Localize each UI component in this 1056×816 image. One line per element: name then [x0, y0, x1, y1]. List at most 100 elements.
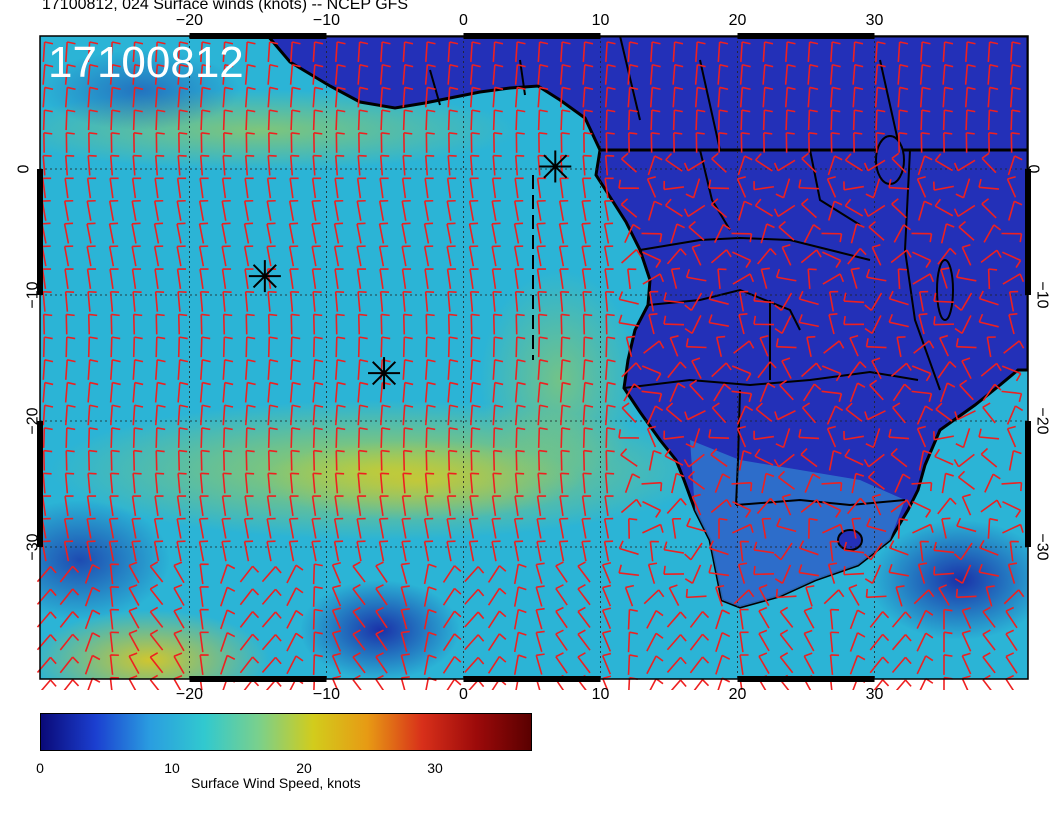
wind-barb — [221, 245, 231, 267]
wind-barb — [446, 517, 456, 539]
wind-barb — [604, 268, 614, 290]
wind-barb — [559, 404, 571, 426]
wind-barb — [555, 629, 568, 651]
wind-barb — [980, 447, 998, 468]
wind-barb — [918, 290, 929, 312]
wind-barb — [869, 656, 890, 674]
wind-barb — [289, 290, 300, 312]
wind-barb — [732, 523, 754, 534]
wind-barb — [154, 177, 164, 199]
wind-barb — [468, 222, 479, 244]
wind-barb — [222, 154, 232, 176]
wind-barb — [64, 359, 76, 380]
wind-barb — [379, 290, 390, 312]
wind-barb — [717, 109, 728, 131]
wind-barb — [446, 222, 456, 244]
wind-barb — [758, 584, 770, 606]
wind-barb — [447, 63, 459, 85]
wind-barb — [356, 540, 366, 562]
wind-barb — [803, 224, 821, 243]
wind-barb — [469, 154, 480, 176]
wind-barb — [1006, 176, 1017, 198]
wind-barb — [87, 381, 99, 403]
lon-tick-top-4: 20 — [728, 12, 747, 29]
wind-barb — [155, 427, 166, 448]
wind-barb — [154, 154, 165, 176]
wind-barb — [987, 517, 999, 539]
wind-barb — [149, 606, 164, 628]
wind-barb — [537, 381, 549, 403]
wind-barb — [648, 313, 658, 335]
wind-barb — [648, 290, 659, 312]
wind-barb — [865, 268, 887, 282]
wind-barb — [898, 132, 908, 153]
wind-barb — [356, 495, 367, 517]
wind-barb — [266, 222, 276, 244]
wind-barb — [200, 336, 211, 358]
wind-barb — [286, 632, 304, 652]
wind-barb — [784, 63, 796, 85]
wind-barb — [198, 540, 209, 562]
wind-barb — [798, 564, 820, 577]
wind-barb — [65, 313, 75, 335]
wind-barb — [1006, 425, 1017, 448]
wind-barb — [425, 109, 436, 131]
wind-barb — [1001, 481, 1023, 492]
wind-barb — [942, 86, 954, 108]
wind-barb — [131, 540, 141, 562]
wind-barb — [987, 86, 999, 108]
wind-barb — [537, 63, 549, 85]
wind-barb — [684, 564, 702, 584]
wind-barb — [400, 607, 410, 630]
wind-barb — [760, 223, 775, 244]
wind-barb — [866, 517, 887, 533]
wind-barb — [555, 561, 568, 583]
wind-barb — [131, 495, 142, 517]
wind-barb — [808, 132, 818, 153]
wind-barb — [875, 41, 886, 63]
wind-barb — [65, 449, 75, 471]
wind-barb — [63, 245, 74, 267]
wind-barb — [582, 86, 594, 108]
wind-barb — [244, 381, 256, 403]
wind-barb — [918, 450, 932, 471]
wind-barb — [828, 290, 839, 312]
wind-barb — [560, 313, 570, 335]
wind-barb — [288, 245, 299, 267]
wind-barb — [492, 359, 504, 380]
wind-barb — [601, 584, 612, 607]
wind-barb — [800, 448, 818, 468]
wind-barb — [822, 251, 842, 269]
wind-barb — [1003, 340, 1025, 354]
wind-barb — [823, 340, 845, 354]
wind-barb — [892, 383, 912, 402]
wind-barb — [402, 427, 413, 448]
wind-barb — [109, 359, 121, 380]
wind-barb — [514, 472, 525, 494]
wind-barb — [627, 86, 639, 108]
wind-barb — [447, 472, 457, 494]
wind-barb — [356, 199, 366, 221]
wind-barb — [844, 448, 864, 466]
wind-barb — [357, 449, 368, 471]
wind-barb — [604, 177, 614, 199]
wind-barb — [943, 654, 953, 675]
colorbar-tick-30: 30 — [427, 760, 443, 776]
wind-barb — [560, 449, 570, 471]
wind-barb — [470, 427, 481, 448]
wind-barb — [829, 86, 841, 108]
wind-barb — [847, 247, 867, 265]
wind-barb — [86, 245, 96, 267]
wind-barb — [357, 86, 369, 108]
wind-barb — [268, 132, 278, 153]
wind-barb — [469, 359, 481, 380]
wind-barb — [805, 585, 815, 607]
wind-barb — [775, 178, 791, 199]
wind-barb — [155, 109, 166, 131]
wind-barb — [132, 427, 143, 448]
wind-barb — [245, 449, 255, 471]
wind-barb — [442, 678, 462, 690]
wind-barb — [424, 268, 434, 290]
wind-barb — [331, 561, 342, 584]
wind-barb — [487, 655, 507, 674]
